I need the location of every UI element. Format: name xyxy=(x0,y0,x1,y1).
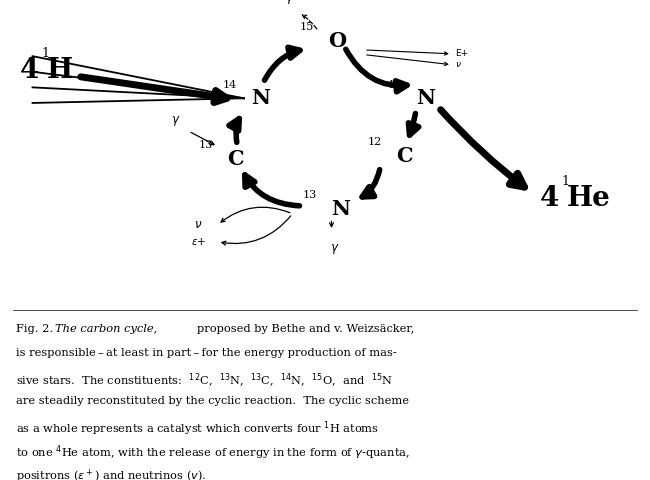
Text: 15: 15 xyxy=(300,22,314,32)
Text: N: N xyxy=(332,199,350,219)
Text: $\varepsilon$+: $\varepsilon$+ xyxy=(190,236,206,247)
Text: 4: 4 xyxy=(20,57,39,84)
Text: C: C xyxy=(227,149,244,169)
Text: 4: 4 xyxy=(540,185,559,212)
Text: $\nu$: $\nu$ xyxy=(194,218,202,231)
Text: N: N xyxy=(416,88,435,108)
Text: 13: 13 xyxy=(199,140,213,150)
Text: to one $^{4}$He atom, with the release of energy in the form of $\gamma$-quanta,: to one $^{4}$He atom, with the release o… xyxy=(16,444,410,462)
Text: 13: 13 xyxy=(303,190,317,200)
Text: H: H xyxy=(47,57,73,84)
Text: as a whole represents a catalyst which converts four $^{1}$H atoms: as a whole represents a catalyst which c… xyxy=(16,420,379,438)
Text: $\gamma$: $\gamma$ xyxy=(171,114,180,128)
Text: are steadily reconstituted by the cyclic reaction.  The cyclic scheme: are steadily reconstituted by the cyclic… xyxy=(16,396,410,406)
Text: $\gamma$: $\gamma$ xyxy=(330,242,339,256)
Text: $\nu$: $\nu$ xyxy=(455,60,461,69)
Text: $\gamma$: $\gamma$ xyxy=(285,0,294,6)
Text: proposed by Bethe and v. Weizsäcker,: proposed by Bethe and v. Weizsäcker, xyxy=(197,324,414,334)
Text: 1: 1 xyxy=(41,47,49,60)
Text: N: N xyxy=(252,88,270,108)
Text: Fig. 2.: Fig. 2. xyxy=(16,324,53,334)
Text: 14: 14 xyxy=(223,80,237,90)
Text: positrons ($\varepsilon^+$) and neutrinos ($v$).: positrons ($\varepsilon^+$) and neutrino… xyxy=(16,468,207,480)
Text: 12: 12 xyxy=(368,137,382,147)
Text: O: O xyxy=(328,31,346,50)
Text: 1: 1 xyxy=(561,175,569,188)
Text: C: C xyxy=(396,146,413,166)
Text: is responsible – at least in part – for the energy production of mas-: is responsible – at least in part – for … xyxy=(16,348,397,358)
Text: He: He xyxy=(567,185,610,212)
Text: The carbon cycle,: The carbon cycle, xyxy=(55,324,157,334)
Text: sive stars.  The constituents:  $^{12}$C,  $^{13}$N,  $^{13}$C,  $^{14}$N,  $^{1: sive stars. The constituents: $^{12}$C, … xyxy=(16,372,393,390)
Text: E+: E+ xyxy=(455,49,468,58)
Text: 15: 15 xyxy=(387,80,402,90)
